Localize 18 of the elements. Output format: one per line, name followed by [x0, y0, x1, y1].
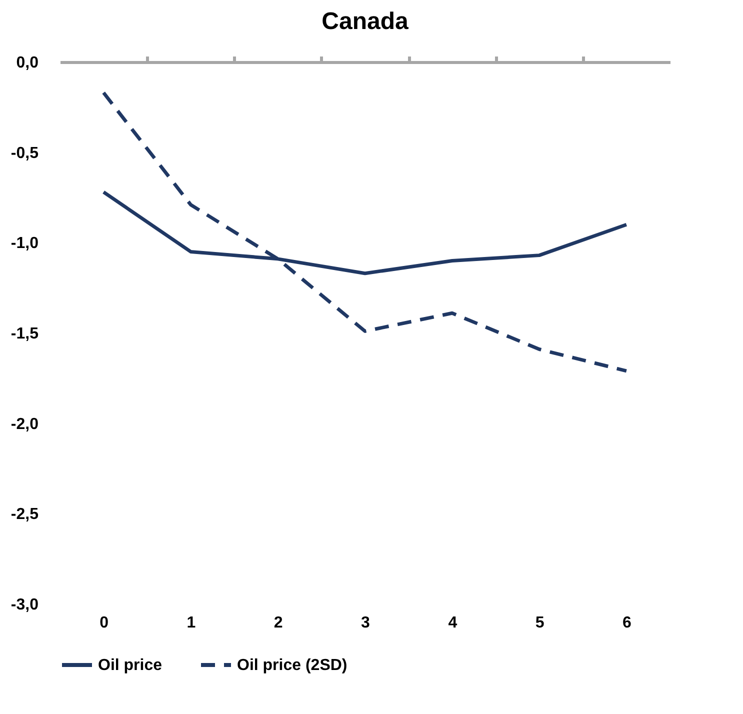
x-tick-label: 4 — [448, 614, 458, 632]
y-tick-label: -1,0 — [10, 235, 39, 252]
y-tick-label: -1,5 — [10, 326, 39, 342]
x-tick-label: 1 — [186, 614, 196, 632]
x-tick-label: 0 — [100, 614, 109, 632]
x-tick-label: 3 — [361, 614, 370, 632]
y-tick-label: 0,0 — [16, 54, 39, 72]
y-tick-label: -3,0 — [10, 596, 39, 614]
y-tick-label: -0,5 — [10, 144, 39, 162]
legend-label: Oil price (2SD) — [237, 657, 348, 674]
y-tick-label: -2,0 — [10, 416, 39, 433]
line-series — [102, 90, 628, 373]
x-tick-label: 6 — [622, 614, 632, 632]
x-tick-label: 5 — [535, 614, 544, 632]
y-tick-label: -2,5 — [10, 506, 39, 524]
chart-title: Canada — [322, 8, 409, 35]
legend-label: Oil price — [98, 657, 162, 674]
x-tick-label: 2 — [274, 614, 283, 632]
